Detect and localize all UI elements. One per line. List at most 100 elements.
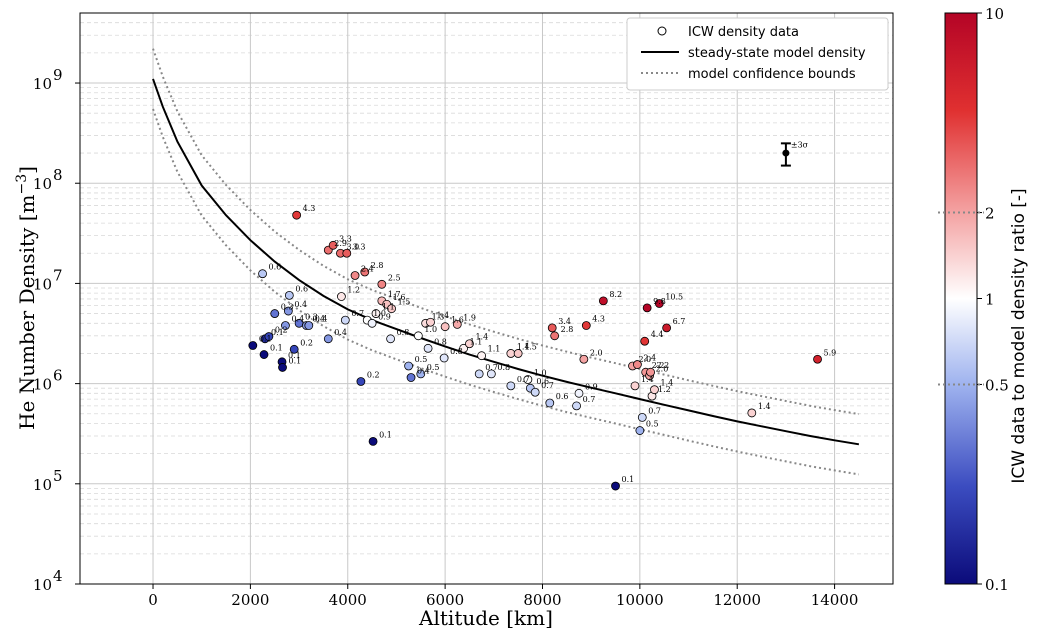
data-point [439, 353, 449, 363]
data-point-label: 1.0 [373, 309, 386, 318]
legend-item-bounds: model confidence bounds [688, 67, 856, 82]
data-point [547, 323, 557, 333]
data-point-label: 0.4 [334, 328, 347, 337]
data-point-label: 0.6 [536, 377, 549, 386]
data-point-label: 0.2 [300, 338, 313, 347]
data-point-label: 1.6 [451, 316, 464, 325]
x-tick-label: 0 [148, 591, 158, 609]
data-point [350, 271, 360, 280]
data-point [581, 321, 591, 330]
data-point-label: 0.1 [270, 344, 283, 353]
data-point [342, 248, 352, 258]
data-point-label: 3.3 [353, 242, 366, 251]
data-point [513, 349, 523, 358]
data-point [371, 309, 381, 318]
data-point [387, 304, 396, 314]
data-points [248, 210, 822, 491]
data-point [813, 354, 822, 364]
data-point-label: 2.0 [639, 355, 652, 364]
data-point-label: 4.4 [651, 330, 664, 339]
data-point-label: 9.8 [653, 297, 666, 306]
data-point-label: 1.4 [437, 311, 450, 320]
data-point-label: 0.7 [517, 375, 530, 384]
y-tick-exponent: 9 [53, 66, 63, 84]
data-point-label: 0.9 [378, 312, 391, 321]
data-point-label: 0.5 [427, 363, 440, 372]
data-point [259, 350, 269, 359]
data-point [340, 315, 350, 325]
data-point [523, 375, 533, 384]
data-point [258, 269, 267, 279]
y-tick-exponent: 8 [53, 166, 63, 184]
data-point-label: 1.6 [393, 293, 406, 302]
data-point [747, 408, 757, 418]
colorbar-tick-label: 2 [985, 205, 995, 223]
data-point-label: 0.5 [646, 420, 659, 429]
data-point-label: 0.1 [379, 430, 392, 439]
data-point [611, 481, 620, 491]
data-point [367, 318, 377, 328]
data-point-label: 2.0 [656, 365, 669, 374]
y-axis-title: He Number Density [m−3] [14, 166, 39, 430]
data-point-label: 2.9 [334, 239, 347, 248]
data-point [289, 344, 299, 354]
data-point [477, 351, 487, 361]
data-point-label: 0.7 [351, 309, 364, 318]
y-tick-label: 10 [33, 175, 52, 193]
data-point [486, 369, 496, 379]
data-point [506, 349, 516, 358]
data-point [368, 436, 378, 446]
data-point [323, 334, 333, 344]
plot-frame [79, 12, 894, 585]
point-labels: 0.10.60.10.10.20.30.10.10.40.40.60.24.30… [259, 204, 836, 484]
data-point-label: 1.5 [524, 342, 537, 351]
data-point [360, 267, 370, 277]
data-point-label: 0.8 [397, 328, 410, 337]
y-tick-label: 10 [33, 75, 52, 93]
data-point-label: 2.0 [590, 348, 603, 357]
data-point-label: 0.7 [541, 381, 554, 390]
data-point [530, 387, 540, 397]
data-point-label: 2.5 [388, 273, 401, 282]
data-point [506, 381, 516, 391]
error-bar-label: ±3σ [791, 140, 809, 149]
data-point [646, 367, 655, 377]
data-point-label: 3.0 [346, 242, 359, 251]
model-curves [152, 48, 860, 476]
data-point-label: 0.1 [259, 335, 272, 344]
data-point [284, 290, 294, 300]
upper-bound-line [152, 48, 860, 416]
data-point-label: 0.1 [288, 351, 301, 360]
lower-bound-line [152, 108, 860, 476]
data-point-label: 4.3 [303, 204, 316, 213]
data-point-label: 3.3 [339, 234, 352, 243]
data-point [423, 343, 433, 353]
x-tick-label: 4000 [329, 591, 367, 609]
data-point-label: 0.8 [434, 337, 447, 346]
data-point [406, 373, 416, 382]
data-point-label: 0.2 [275, 326, 288, 335]
data-point-label: 0.9 [585, 382, 598, 391]
data-point [459, 343, 469, 353]
data-point-label: 2.4 [643, 354, 656, 363]
data-point-label: 2.8 [371, 261, 384, 270]
data-point [304, 321, 314, 330]
data-point-label: 1.1 [488, 345, 501, 354]
data-point [572, 401, 581, 411]
data-point-label: 0.7 [583, 395, 596, 404]
data-point [574, 388, 584, 398]
data-point-label: 2.4 [361, 264, 374, 273]
colorbar-tick-label: 0.1 [985, 576, 1009, 594]
colorbar: 0.1 0.5 1 2 10 ICW data to model density rat… [938, 5, 1029, 594]
data-point [642, 303, 652, 313]
data-point-label: 0.4 [312, 315, 325, 324]
data-point [270, 309, 280, 318]
data-point-label: 0.7 [648, 406, 661, 415]
x-tick-label: 6000 [426, 591, 464, 609]
data-point [292, 210, 302, 220]
x-tick-label: 14000 [811, 591, 859, 609]
x-axis-title: Altitude [km] [418, 606, 553, 630]
x-tick-label: 2000 [231, 591, 269, 609]
